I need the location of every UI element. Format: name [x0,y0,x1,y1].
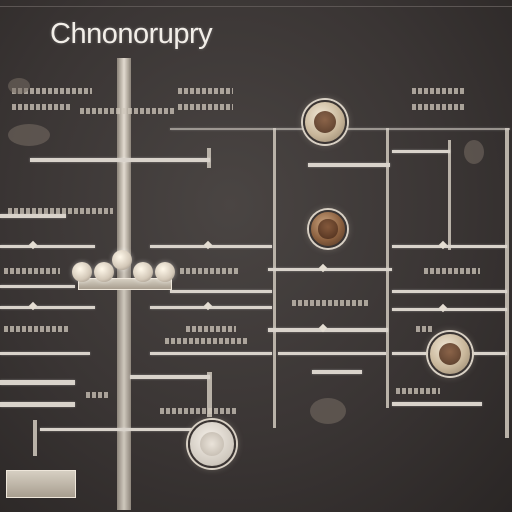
timeline-node [428,332,472,376]
diagram-title: Chnonorupry [50,18,213,50]
label-mark [396,388,440,394]
branch-line [308,163,390,167]
connector-vertical [207,372,212,417]
branch-line [392,402,482,406]
label-mark [8,208,113,214]
connector-vertical [505,128,509,438]
blob-decoration [310,398,346,424]
blob-decoration [8,124,50,146]
branch-line [40,428,200,431]
label-mark [412,88,466,94]
blob-decoration [464,140,484,164]
branch-line [392,150,450,153]
label-mark [4,268,60,274]
blob-decoration [8,78,30,94]
label-mark [165,338,249,344]
label-mark [180,268,240,274]
label-mark [412,104,466,110]
label-mark [160,408,236,414]
branch-line [130,375,210,379]
label-mark [178,104,233,110]
branch-line [150,352,272,355]
branch-line [268,268,392,271]
knob-node [155,262,175,282]
knob-node [133,262,153,282]
knob-node [72,262,92,282]
label-mark [178,88,233,94]
legend-plate [6,470,76,498]
label-mark [292,300,368,306]
label-mark [186,326,236,332]
label-mark [86,392,108,398]
connector-vertical [448,140,451,250]
label-mark [416,326,432,332]
branch-line [0,306,95,309]
branch-line [0,352,90,355]
branch-line [392,290,507,293]
label-mark [12,88,92,94]
branch-line [0,245,95,248]
top-rule [0,6,512,7]
branch-line [0,402,75,407]
branch-line [392,245,507,248]
label-mark [424,268,480,274]
branch-line [0,214,66,218]
branch-line [392,308,507,311]
timeline-node [309,210,347,248]
branch-line [0,285,75,288]
timeline-node [303,100,347,144]
branch-line [278,352,386,355]
label-mark [4,326,70,332]
connector-vertical [33,420,37,456]
label-mark [80,108,176,114]
connector-vertical [273,128,276,428]
branch-line [150,245,272,248]
label-mark [12,104,72,110]
branch-line [268,328,388,332]
branch-line [0,380,75,385]
timeline-node [188,420,236,468]
branch-line [170,290,272,293]
knob-node [112,250,132,270]
knob-node [94,262,114,282]
branch-line [30,158,210,162]
branch-line [312,370,362,374]
branch-line [150,306,272,309]
